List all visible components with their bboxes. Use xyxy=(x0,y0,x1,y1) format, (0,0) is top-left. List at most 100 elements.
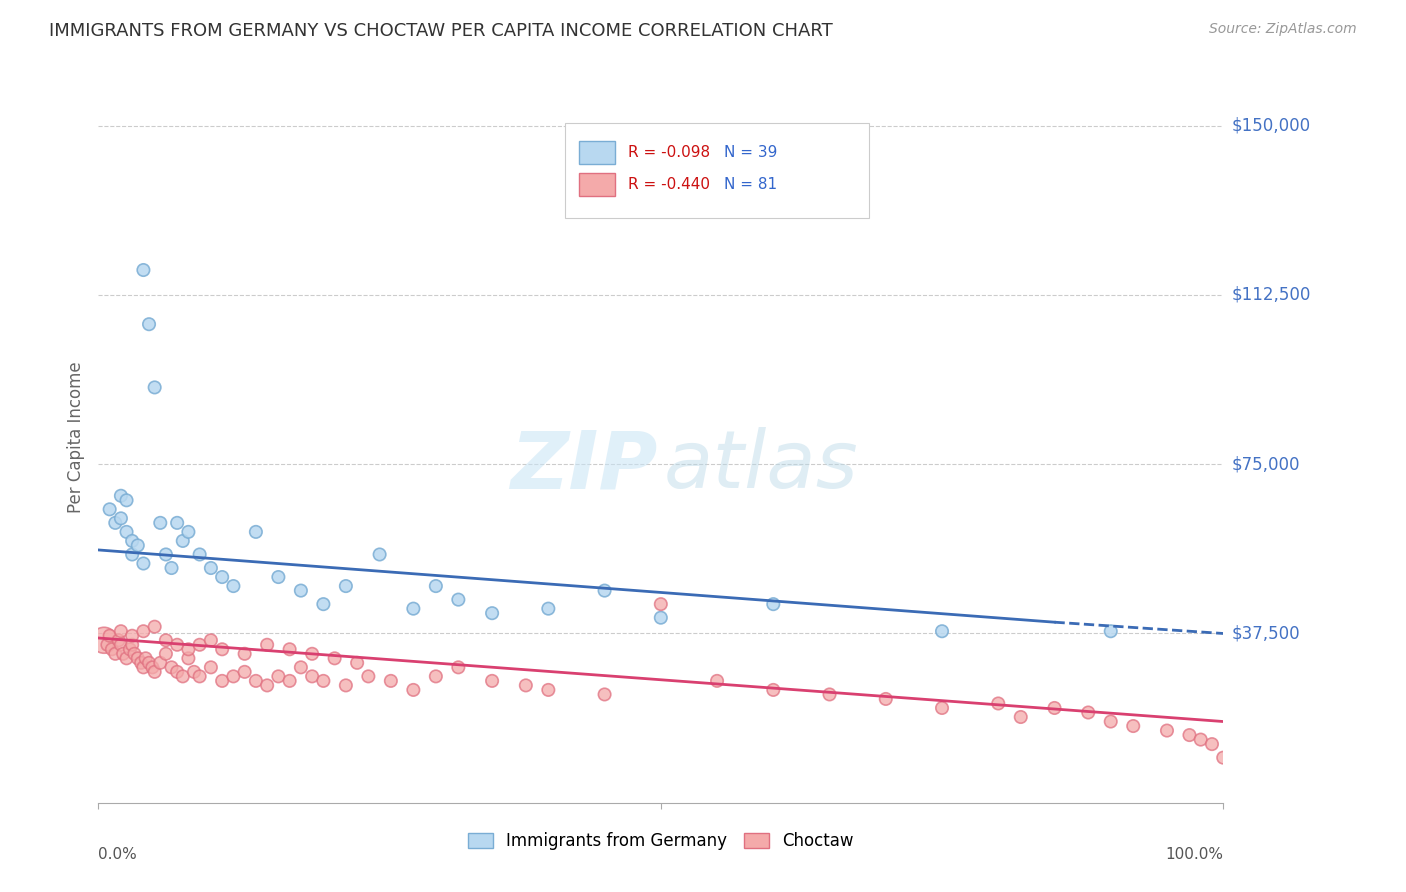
Point xyxy=(1043,701,1066,715)
Point xyxy=(211,570,233,584)
Point xyxy=(96,638,118,652)
Point xyxy=(110,489,132,503)
Point xyxy=(706,673,728,688)
Point xyxy=(104,516,127,530)
Point xyxy=(593,688,616,702)
Point xyxy=(98,502,121,516)
Point xyxy=(127,538,149,552)
Point xyxy=(172,533,194,548)
Text: R = -0.098: R = -0.098 xyxy=(628,145,725,160)
Point xyxy=(425,579,447,593)
Point xyxy=(1212,750,1234,764)
Point xyxy=(301,669,323,683)
Point xyxy=(762,597,785,611)
Point xyxy=(93,633,115,648)
Point xyxy=(188,638,211,652)
Point xyxy=(132,624,155,639)
Point xyxy=(1077,706,1099,720)
Legend: Immigrants from Germany, Choctaw: Immigrants from Germany, Choctaw xyxy=(461,825,860,856)
Point xyxy=(1156,723,1178,738)
Point xyxy=(211,673,233,688)
Point xyxy=(160,660,183,674)
Point xyxy=(1178,728,1201,742)
Point xyxy=(132,557,155,571)
Point xyxy=(138,317,160,331)
Text: 100.0%: 100.0% xyxy=(1166,847,1223,862)
Point xyxy=(593,583,616,598)
Point xyxy=(537,601,560,615)
Point xyxy=(515,678,537,692)
Text: $150,000: $150,000 xyxy=(1232,117,1310,135)
Point xyxy=(172,669,194,683)
Point xyxy=(143,380,166,394)
Point xyxy=(211,642,233,657)
Point xyxy=(931,701,953,715)
Point xyxy=(402,682,425,697)
Point xyxy=(402,601,425,615)
Point xyxy=(650,610,672,624)
Point xyxy=(166,638,188,652)
Point xyxy=(118,642,141,657)
Point xyxy=(129,656,152,670)
Bar xyxy=(565,122,869,218)
Text: N = 81: N = 81 xyxy=(724,178,778,193)
Point xyxy=(222,579,245,593)
Point xyxy=(481,673,503,688)
Point xyxy=(256,638,278,652)
Point xyxy=(1010,710,1032,724)
Point xyxy=(183,665,205,679)
Point xyxy=(127,651,149,665)
Point xyxy=(1099,624,1122,639)
Point xyxy=(155,633,177,648)
Point xyxy=(110,638,132,652)
Point xyxy=(245,524,267,539)
Point xyxy=(160,561,183,575)
Point xyxy=(222,669,245,683)
Text: Source: ZipAtlas.com: Source: ZipAtlas.com xyxy=(1209,22,1357,37)
Point xyxy=(110,624,132,639)
Point xyxy=(267,570,290,584)
Point xyxy=(101,642,124,657)
Text: ZIP: ZIP xyxy=(510,427,658,506)
Point xyxy=(124,647,146,661)
Point xyxy=(346,656,368,670)
Bar xyxy=(579,141,614,164)
Point xyxy=(188,548,211,562)
Point xyxy=(121,629,143,643)
Point xyxy=(149,656,172,670)
Y-axis label: Per Capita Income: Per Capita Income xyxy=(66,361,84,513)
Point xyxy=(135,651,157,665)
Point xyxy=(290,583,312,598)
Text: $75,000: $75,000 xyxy=(1232,455,1301,473)
Point xyxy=(200,561,222,575)
Point xyxy=(166,665,188,679)
Point xyxy=(1122,719,1144,733)
Point xyxy=(762,682,785,697)
Point xyxy=(368,548,391,562)
Point xyxy=(233,647,256,661)
Point xyxy=(143,665,166,679)
Point xyxy=(256,678,278,692)
Point xyxy=(818,688,841,702)
Point xyxy=(312,597,335,611)
Text: R = -0.440: R = -0.440 xyxy=(628,178,725,193)
Text: N = 39: N = 39 xyxy=(724,145,778,160)
Point xyxy=(312,673,335,688)
Point xyxy=(98,629,121,643)
Point xyxy=(447,592,470,607)
Text: IMMIGRANTS FROM GERMANY VS CHOCTAW PER CAPITA INCOME CORRELATION CHART: IMMIGRANTS FROM GERMANY VS CHOCTAW PER C… xyxy=(49,22,832,40)
Point xyxy=(112,647,135,661)
Point xyxy=(447,660,470,674)
Point xyxy=(200,660,222,674)
Point xyxy=(245,673,267,688)
Point xyxy=(121,548,143,562)
Point xyxy=(200,633,222,648)
Point xyxy=(155,548,177,562)
Point xyxy=(104,647,127,661)
Point xyxy=(115,524,138,539)
Point xyxy=(121,533,143,548)
Point xyxy=(132,660,155,674)
Point xyxy=(335,678,357,692)
Text: atlas: atlas xyxy=(664,427,859,506)
Point xyxy=(335,579,357,593)
